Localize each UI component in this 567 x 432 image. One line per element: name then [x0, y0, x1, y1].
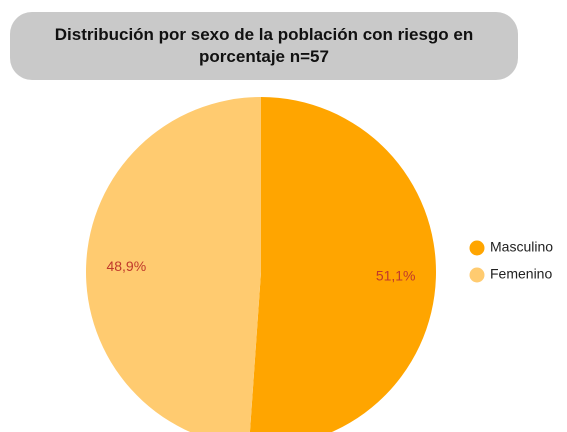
value-label: 51,1%	[376, 267, 416, 283]
value-label: 48,9%	[106, 258, 146, 274]
legend-label: Masculino	[490, 239, 553, 255]
chart-title: Distribución por sexo de la población co…	[54, 25, 474, 66]
legend-swatch	[469, 240, 485, 256]
pie-slice	[86, 97, 261, 432]
pie-slice	[249, 97, 437, 432]
legend-label: Femenino	[490, 266, 552, 282]
legend-swatch	[469, 267, 485, 283]
title-box: Distribución por sexo de la población co…	[10, 12, 518, 80]
